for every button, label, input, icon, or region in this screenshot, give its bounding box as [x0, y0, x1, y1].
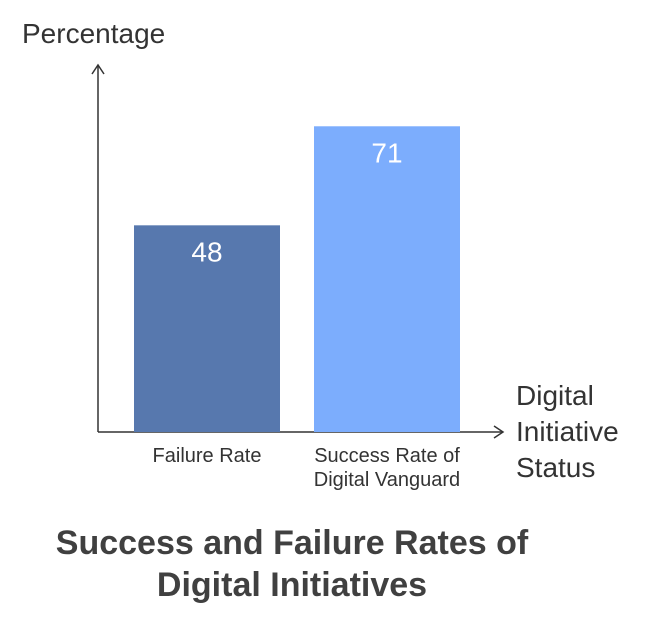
x-tick-label-line: Failure Rate — [152, 445, 262, 467]
x-axis-title: Digital Initiative Status — [516, 378, 619, 486]
x-tick-label-line: Success Rate of — [314, 445, 460, 467]
chart-title: Success and Failure Rates of Digital Ini… — [0, 522, 584, 606]
x-axis-title-line: Digital — [516, 380, 594, 411]
x-tick-label-failure-rate: Failure Rate — [134, 444, 280, 468]
x-tick-label-line: Digital Vanguard — [313, 469, 461, 491]
bar-0 — [134, 225, 280, 432]
y-axis-arrow — [91, 63, 105, 75]
bar-value-label: 48 — [191, 236, 222, 267]
x-tick-label-success-rate: Success Rate of Digital Vanguard — [300, 444, 474, 492]
bar-1 — [314, 126, 460, 433]
chart-title-line: Success and Failure Rates of — [55, 524, 529, 562]
x-axis-title-line: Initiative — [516, 416, 619, 447]
bar-value-label: 71 — [371, 137, 402, 168]
x-axis-arrow — [493, 425, 505, 439]
y-axis-title: Percentage — [22, 18, 166, 49]
chart-title-line: Digital Initiatives — [156, 566, 428, 604]
x-axis-title-line: Status — [516, 452, 596, 483]
